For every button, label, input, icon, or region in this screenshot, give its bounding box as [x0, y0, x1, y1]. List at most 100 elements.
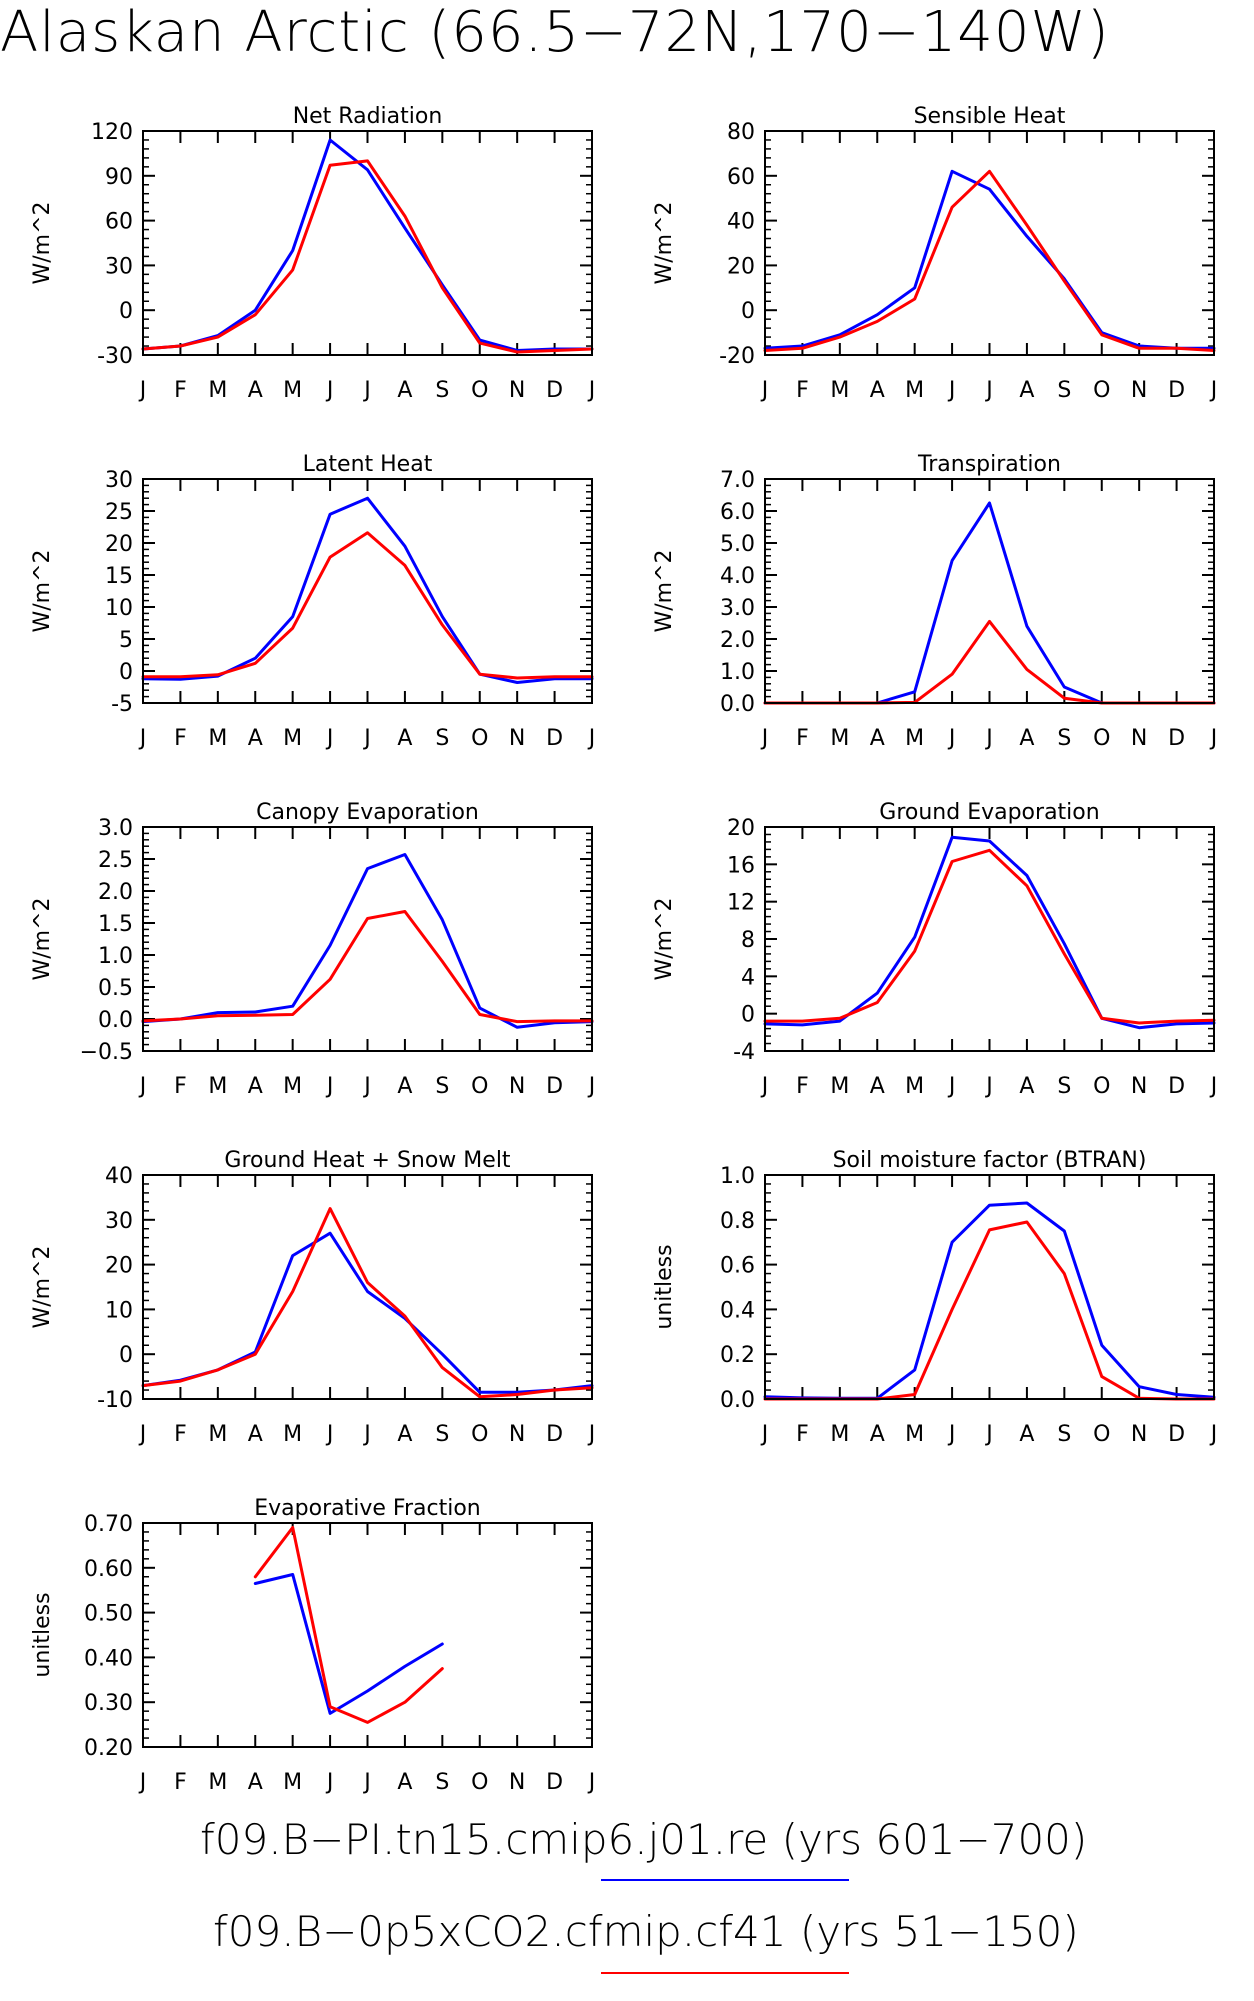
- y-tick-label: 0.0: [720, 1388, 755, 1413]
- series-line-red: [763, 848, 1216, 1025]
- chart-title: Evaporative Fraction: [254, 1496, 480, 1521]
- y-tick-label: 0.0: [720, 692, 755, 717]
- x-tick-label: J: [587, 378, 596, 403]
- x-tick-label: M: [283, 378, 302, 403]
- x-tick-label: F: [796, 1422, 809, 1447]
- x-tick-label: J: [587, 1770, 596, 1795]
- x-tick-label: N: [509, 1770, 525, 1795]
- x-tick-label: J: [587, 1422, 596, 1447]
- x-tick-label: F: [174, 726, 187, 751]
- chart-canopy-evaporation: Canopy Evaporation W/m^2 −0.5 0.0 0.5 1.0 1.5 2…: [30, 800, 595, 1099]
- y-tick-label: 1.0: [720, 1164, 755, 1189]
- x-tick-label: J: [1209, 378, 1218, 403]
- y-tick-label: 10: [105, 1298, 133, 1323]
- x-tick-label: F: [796, 1074, 809, 1099]
- y-tick-label: 60: [105, 210, 133, 235]
- x-tick-label: J: [362, 1422, 371, 1447]
- y-axis-label: W/m^2: [30, 549, 55, 632]
- y-axis-label: unitless: [652, 1244, 677, 1329]
- x-tick-label: D: [546, 1770, 563, 1795]
- x-tick-label: S: [435, 726, 449, 751]
- chart-title: Ground Evaporation: [879, 800, 1099, 825]
- y-tick-label: 0.60: [84, 1557, 133, 1582]
- y-axis-label: W/m^2: [30, 201, 55, 284]
- chart-title: Net Radiation: [293, 104, 443, 129]
- series-line-red: [141, 531, 594, 680]
- x-tick-label: F: [796, 378, 809, 403]
- x-tick-label: A: [397, 1770, 412, 1795]
- y-tick-label: 0.5: [98, 976, 133, 1001]
- y-tick-label: -30: [97, 344, 133, 369]
- x-tick-label: J: [947, 726, 956, 751]
- x-tick-label: M: [905, 726, 924, 751]
- x-tick-label: A: [248, 378, 263, 403]
- x-tick-label: M: [283, 1422, 302, 1447]
- x-tick-label: A: [248, 1422, 263, 1447]
- x-tick-label: J: [362, 378, 371, 403]
- x-tick-label: D: [1168, 1422, 1185, 1447]
- y-tick-label: 2.5: [98, 848, 133, 873]
- x-tick-label: M: [830, 726, 849, 751]
- y-tick-label: 12: [727, 891, 755, 916]
- x-tick-label: S: [435, 378, 449, 403]
- x-tick-label: J: [138, 1074, 147, 1099]
- x-tick-label: D: [546, 1422, 563, 1447]
- chart-ground-heat-snow-melt: Ground Heat + Snow Melt W/m^2 -10 0 10 20 30 40…: [30, 1148, 595, 1447]
- x-tick-label: J: [325, 1074, 334, 1099]
- chart-transpiration: Transpiration W/m^2 0.0 1.0 2.0 3.0 4.0 5.0 6.0 7…: [652, 452, 1217, 751]
- chart-title: Soil moisture factor (BTRAN): [833, 1148, 1147, 1173]
- y-tick-label: 1.0: [720, 660, 755, 685]
- series-line-red: [253, 1526, 444, 1724]
- x-tick-label: A: [397, 726, 412, 751]
- y-tick-label: 1.5: [98, 912, 133, 937]
- x-tick-label: J: [760, 378, 769, 403]
- y-tick-label: 1.0: [98, 944, 133, 969]
- plot-frame: [764, 826, 1215, 1052]
- x-tick-label: S: [435, 1770, 449, 1795]
- x-tick-label: J: [947, 1074, 956, 1099]
- x-tick-label: A: [397, 1074, 412, 1099]
- x-tick-label: A: [397, 378, 412, 403]
- x-tick-label: F: [796, 726, 809, 751]
- y-tick-label: 30: [105, 254, 133, 279]
- x-tick-label: M: [283, 726, 302, 751]
- x-tick-label: A: [1019, 1422, 1034, 1447]
- x-tick-label: M: [905, 1422, 924, 1447]
- x-tick-label: M: [208, 726, 227, 751]
- x-tick-label: M: [208, 1422, 227, 1447]
- y-axis-label: unitless: [30, 1592, 55, 1677]
- y-tick-label: 0.6: [720, 1254, 755, 1279]
- x-tick-label: S: [435, 1074, 449, 1099]
- plot-frame: [142, 130, 593, 356]
- y-tick-label: 0.30: [84, 1691, 133, 1716]
- chart-evaporative-fraction: Evaporative Fraction unitless 0.20 0.30 0.40…: [30, 1496, 595, 1795]
- y-tick-label: 0.4: [720, 1298, 755, 1323]
- x-tick-label: J: [138, 1422, 147, 1447]
- x-tick-label: A: [870, 1422, 885, 1447]
- x-tick-label: J: [947, 1422, 956, 1447]
- x-tick-label: J: [362, 726, 371, 751]
- y-tick-label: 0.50: [84, 1602, 133, 1627]
- x-tick-label: S: [1057, 1422, 1071, 1447]
- y-tick-label: 3.0: [98, 816, 133, 841]
- series-line-red: [141, 159, 594, 354]
- x-tick-label: N: [1131, 726, 1147, 751]
- x-tick-label: O: [471, 1770, 488, 1795]
- x-tick-label: J: [587, 726, 596, 751]
- y-tick-label: -5: [111, 692, 133, 717]
- x-tick-label: A: [248, 1770, 263, 1795]
- plot-frame: [142, 478, 593, 704]
- x-tick-label: J: [760, 1422, 769, 1447]
- y-axis-label: W/m^2: [30, 897, 55, 980]
- plot-frame: [142, 1174, 593, 1400]
- y-tick-label: 8: [741, 928, 755, 953]
- y-tick-label: 40: [105, 1164, 133, 1189]
- plot-frame: [764, 478, 1215, 704]
- y-tick-label: 25: [105, 500, 133, 525]
- x-tick-label: M: [208, 1770, 227, 1795]
- x-tick-label: O: [1093, 726, 1110, 751]
- y-tick-label: 20: [105, 1254, 133, 1279]
- x-tick-label: J: [587, 1074, 596, 1099]
